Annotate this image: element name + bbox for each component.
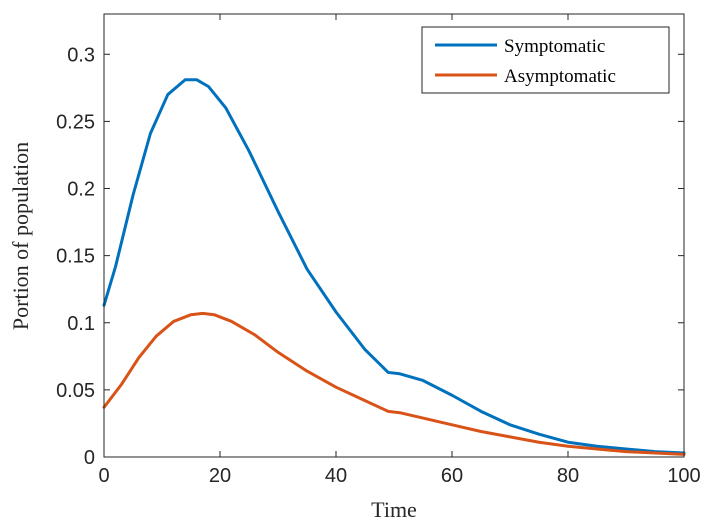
- y-tick-label: 0.2: [67, 179, 95, 201]
- legend-label-symptomatic: Symptomatic: [504, 36, 605, 57]
- y-tick-label: 0.15: [56, 246, 95, 268]
- x-tick-label: 100: [667, 465, 700, 487]
- y-tick-label: 0.05: [56, 380, 95, 402]
- y-axis-title: Portion of population: [8, 142, 33, 330]
- x-tick-label: 60: [441, 465, 463, 487]
- x-tick-label: 0: [98, 465, 109, 487]
- y-tick-label: 0.3: [67, 44, 95, 66]
- x-tick-label: 40: [325, 465, 347, 487]
- x-tick-label: 20: [209, 465, 231, 487]
- legend-label-asymptomatic: Asymptomatic: [504, 66, 616, 87]
- y-tick-label: 0: [84, 447, 95, 469]
- x-axis-title: Time: [371, 497, 417, 522]
- series-line-symptomatic: [102, 78, 686, 455]
- axes-box: [103, 13, 685, 458]
- x-tick-label: 80: [557, 465, 579, 487]
- y-tick-label: 0.1: [67, 313, 95, 335]
- series-line-asymptomatic: [102, 311, 686, 456]
- legend-box: [421, 26, 670, 94]
- y-tick-label: 0.25: [56, 111, 95, 133]
- legend: Symptomatic Asymptomatic: [421, 26, 670, 94]
